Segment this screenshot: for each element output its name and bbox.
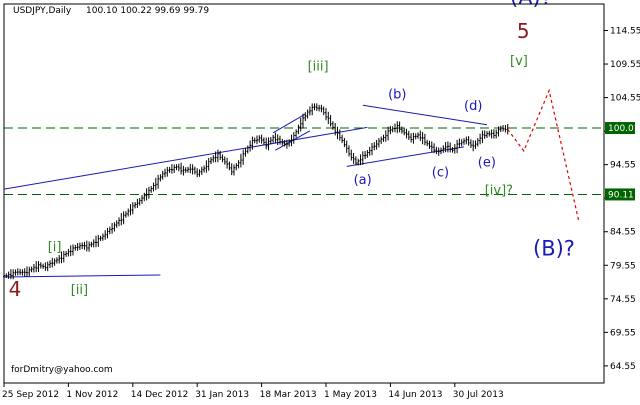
wave-labels: 4 [i] [ii] [iii] (a) (b) (c) (d) (e) [iv]? [v] 5 (A)… (9, 0, 575, 301)
y-tick-label: 109.55 (610, 60, 640, 70)
wave-label: (e) (478, 155, 496, 170)
wave-label: [ii] (71, 283, 88, 298)
x-tick-label: 25 Sep 2012 (2, 390, 59, 400)
price-label-text: 90.11 (608, 190, 634, 200)
y-tick-label: 74.55 (610, 295, 636, 305)
x-tick-label: 30 Jul 2013 (453, 390, 504, 400)
trendline (346, 146, 465, 167)
price-label-text: 100.01 (608, 124, 640, 134)
y-tick-label: 114.55 (610, 26, 640, 36)
wave-label: [iii] (308, 59, 329, 74)
wave-label: (a) (354, 173, 372, 188)
x-tick-label: 1 Nov 2012 (66, 390, 118, 400)
trendlines (3, 104, 488, 278)
wave-label: [v] (510, 54, 528, 69)
price-bars (3, 103, 509, 281)
wave-label: 5 (517, 19, 530, 43)
trendline (275, 130, 311, 151)
ohlc-readout: 100.10 100.22 99.69 99.79 (86, 6, 209, 16)
x-tick-label: 14 Dec 2012 (131, 390, 189, 400)
trendline (362, 104, 488, 126)
plot-frame (3, 3, 605, 384)
y-tick-label: 79.55 (610, 261, 636, 271)
wave-label: (A)? (510, 0, 552, 10)
trendline (272, 113, 306, 134)
x-tick-label: 18 Mar 2013 (260, 390, 317, 400)
y-tick-label: 84.55 (610, 228, 636, 238)
watermark: forDmitry@yahoo.com (11, 365, 113, 375)
y-tick-label: 64.55 (610, 362, 636, 372)
price-label-box (605, 188, 635, 201)
wave-label: [iv]? (485, 184, 513, 199)
support-resistance-levels (4, 127, 604, 195)
wave-label: (c) (432, 165, 449, 180)
y-tick-label: 69.55 (610, 328, 636, 338)
x-tick-label: 14 Jun 2013 (388, 390, 442, 400)
symbol-label: USDJPY,Daily (13, 6, 72, 16)
y-tick-label: 94.55 (610, 161, 636, 171)
wave-label: (d) (464, 99, 482, 114)
forecast-path (507, 88, 580, 223)
trendline (3, 274, 161, 278)
wave-label: 4 (9, 277, 22, 301)
price-label-box (605, 122, 635, 135)
y-tick-label: 104.55 (610, 94, 640, 104)
axes: 114.55 109.55 104.55 94.55 84.55 79.55 74.55 69… (2, 3, 640, 400)
forecast-line (507, 88, 580, 223)
trendline (3, 126, 368, 190)
x-tick-label: 1 May 2013 (324, 390, 377, 400)
wave-label: (B)? (533, 237, 575, 261)
wave-label: (b) (388, 88, 406, 103)
x-tick-label: 31 Jan 2013 (195, 390, 249, 400)
wave-label: [i] (48, 240, 62, 255)
